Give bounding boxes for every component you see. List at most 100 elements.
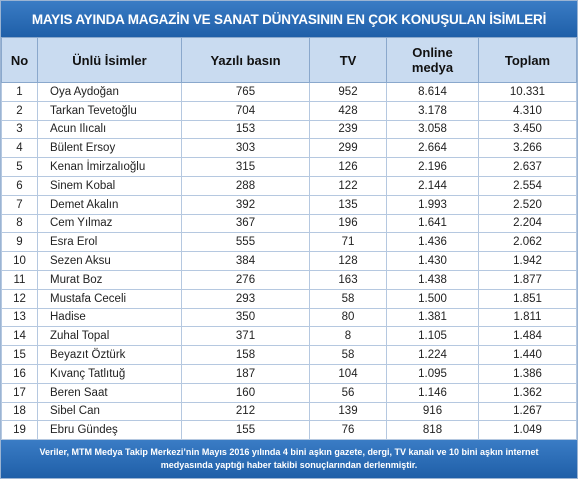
table-cell: 3.178 xyxy=(386,100,479,121)
table-cell: 58 xyxy=(309,288,387,309)
table-row: 10 Sezen Aksu 384 128 1.430 1.942 xyxy=(1,251,577,271)
table-cell: 9 xyxy=(1,232,38,253)
table-cell: 6 xyxy=(1,175,38,196)
table-cell: 11 xyxy=(1,269,38,290)
table-cell: Esra Erol xyxy=(37,232,182,253)
table-cell: 371 xyxy=(181,326,310,347)
table-cell: Kenan İmirzalıoğlu xyxy=(37,157,182,177)
table-cell: Beyazıt Öztürk xyxy=(37,345,182,365)
table-cell: 367 xyxy=(181,213,310,234)
table-cell: 212 xyxy=(181,401,310,422)
table-cell: 158 xyxy=(181,345,310,365)
table-cell: 126 xyxy=(309,157,387,177)
table-row: 19 Ebru Gündeş 155 76 818 1.049 xyxy=(1,420,577,441)
table: No Ünlü İsimler Yazılı basın TV Online medya… xyxy=(1,37,577,441)
table-cell: Sinem Kobal xyxy=(37,175,182,196)
table-row: 8 Cem Yılmaz 367 196 1.641 2.204 xyxy=(1,213,577,234)
table-cell: Kıvanç Tatlıtuğ xyxy=(37,363,182,384)
column-header: Ünlü İsimler xyxy=(37,37,182,83)
table-cell: 1.484 xyxy=(478,326,577,347)
table-cell: 4.310 xyxy=(478,100,577,121)
table-cell: 350 xyxy=(181,307,310,328)
column-header: No xyxy=(1,37,38,83)
table-cell: 765 xyxy=(181,82,310,102)
table-cell: 3 xyxy=(1,119,38,140)
table-cell: Cem Yılmaz xyxy=(37,213,182,234)
table-cell: 392 xyxy=(181,194,310,215)
table-row: 18 Sibel Can 212 139 916 1.267 xyxy=(1,401,577,422)
table-cell: 10.331 xyxy=(478,82,577,102)
table-cell: 555 xyxy=(181,232,310,253)
table-cell: 8.614 xyxy=(386,82,479,102)
table-cell: 196 xyxy=(309,213,387,234)
table-cell: 8 xyxy=(1,213,38,234)
table-cell: 1.146 xyxy=(386,382,479,403)
table-cell: 80 xyxy=(309,307,387,328)
table-cell: 2.204 xyxy=(478,213,577,234)
table-cell: Mustafa Ceceli xyxy=(37,288,182,309)
column-header: TV xyxy=(309,37,387,83)
table-cell: Oya Aydoğan xyxy=(37,82,182,102)
table-cell: Bülent Ersoy xyxy=(37,138,182,159)
table-cell: 8 xyxy=(309,326,387,347)
table-cell: 1.105 xyxy=(386,326,479,347)
title: MAYIS AYINDA MAGAZİN VE SANAT DÜNYASININ… xyxy=(1,1,577,37)
table-cell: 2.520 xyxy=(478,194,577,215)
table-cell: 299 xyxy=(309,138,387,159)
table-cell: 1.440 xyxy=(478,345,577,365)
table-cell: 1.851 xyxy=(478,288,577,309)
table-cell: 2.554 xyxy=(478,175,577,196)
column-header: Online medya xyxy=(386,37,479,83)
table-row: 2 Tarkan Tevetoğlu 704 428 3.178 4.310 xyxy=(1,100,577,121)
table-cell: 2.637 xyxy=(478,157,577,177)
table-row: 1 Oya Aydoğan 765 952 8.614 10.331 xyxy=(1,82,577,102)
header-row: No Ünlü İsimler Yazılı basın TV Online medya… xyxy=(1,37,577,83)
table-cell: 2.196 xyxy=(386,157,479,177)
table-cell: 818 xyxy=(386,420,479,441)
table-cell: 1.381 xyxy=(386,307,479,328)
table-cell: 135 xyxy=(309,194,387,215)
table-cell: 163 xyxy=(309,269,387,290)
table-cell: 187 xyxy=(181,363,310,384)
table-cell: Zuhal Topal xyxy=(37,326,182,347)
table-cell: 1.095 xyxy=(386,363,479,384)
table-row: 12 Mustafa Ceceli 293 58 1.500 1.851 xyxy=(1,288,577,309)
table-cell: Ebru Gündeş xyxy=(37,420,182,441)
table-cell: 153 xyxy=(181,119,310,140)
table-cell: 4 xyxy=(1,138,38,159)
table-cell: 2.062 xyxy=(478,232,577,253)
table-cell: 303 xyxy=(181,138,310,159)
table-cell: 428 xyxy=(309,100,387,121)
table-row: 3 Acun Ilıcalı 153 239 3.058 3.450 xyxy=(1,119,577,140)
table-cell: 17 xyxy=(1,382,38,403)
table-cell: 704 xyxy=(181,100,310,121)
table-cell: 1.438 xyxy=(386,269,479,290)
table-cell: 1.430 xyxy=(386,251,479,271)
table-cell: 1 xyxy=(1,82,38,102)
table-cell: 1.993 xyxy=(386,194,479,215)
table-cell: 1.386 xyxy=(478,363,577,384)
table-row: 14 Zuhal Topal 371 8 1.105 1.484 xyxy=(1,326,577,347)
table-cell: 13 xyxy=(1,307,38,328)
table-cell: 104 xyxy=(309,363,387,384)
table-cell: 2.144 xyxy=(386,175,479,196)
table-row: 11 Murat Boz 276 163 1.438 1.877 xyxy=(1,269,577,290)
table-cell: 18 xyxy=(1,401,38,422)
table-cell: Sezen Aksu xyxy=(37,251,182,271)
table-cell: 1.877 xyxy=(478,269,577,290)
table-cell: 293 xyxy=(181,288,310,309)
table-cell: Acun Ilıcalı xyxy=(37,119,182,140)
table-cell: 1.942 xyxy=(478,251,577,271)
table-cell: 58 xyxy=(309,345,387,365)
table-cell: 315 xyxy=(181,157,310,177)
table-cell: 916 xyxy=(386,401,479,422)
table-body: 1 Oya Aydoğan 765 9 5 2 8.614 10.331 2 Tarkan Tev… xyxy=(1,82,577,441)
table-cell: 15 xyxy=(1,345,38,365)
table-cell: 160 xyxy=(181,382,310,403)
table-cell: 5 xyxy=(1,157,38,177)
table-cell: 2 xyxy=(1,100,38,121)
table-row: 4 Bülent Ersoy 303 299 2.664 3.266 xyxy=(1,138,577,159)
table-row: 9 Esra Erol 555 71 1.436 2.062 xyxy=(1,232,577,253)
table-cell: 276 xyxy=(181,269,310,290)
